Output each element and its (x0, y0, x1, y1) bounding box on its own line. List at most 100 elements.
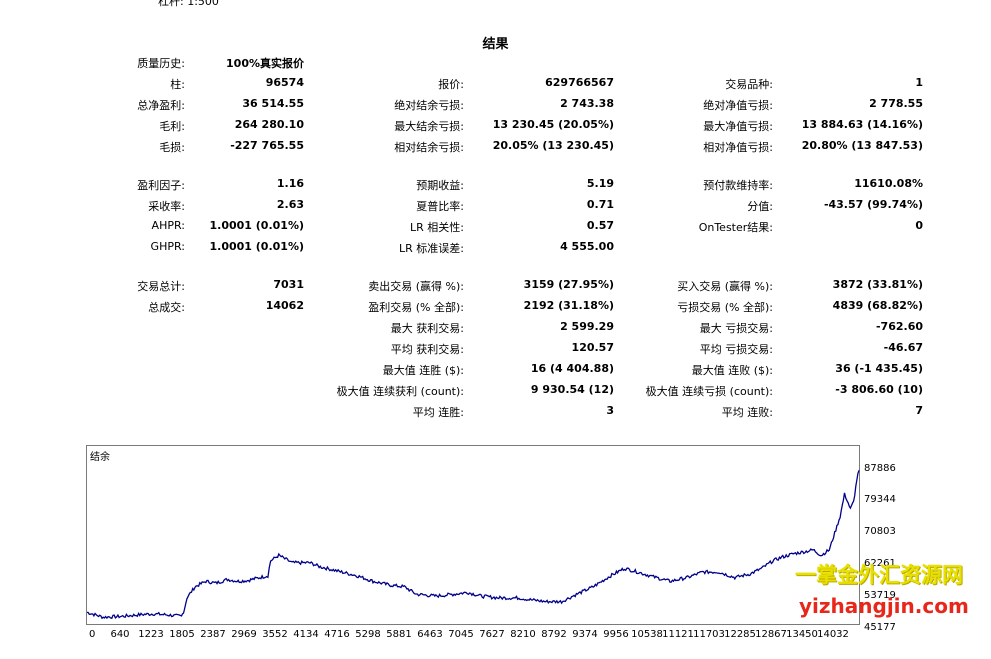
stat-value: 4839 (68.82%) (832, 299, 923, 312)
x-tick-label: 12285 (724, 629, 756, 640)
stat-label: OnTester结果: (698, 221, 773, 234)
stat-label: 亏损交易 (% 全部): (677, 301, 773, 314)
stat-value: 20.05% (13 230.45) (492, 139, 614, 152)
stat-value: 1.0001 (0.01%) (209, 240, 305, 253)
stat-label: LR 相关性: (410, 221, 464, 234)
stat-label: 买入交易 (赢得 %): (677, 280, 773, 293)
stat-label: 平均 连败: (721, 406, 773, 419)
stat-value: 13 884.63 (14.16%) (801, 118, 923, 131)
x-tick-label: 2969 (231, 629, 256, 640)
x-tick-label: 8792 (541, 629, 566, 640)
stat-value: -227 765.55 (230, 139, 304, 152)
x-tick-label: 13450 (786, 629, 818, 640)
stat-label: 预付款维持率: (703, 179, 773, 192)
stat-value: 3 (606, 404, 614, 417)
stat-value: 14062 (265, 299, 304, 312)
watermark-text: 一掌金外汇资源网 (795, 563, 963, 587)
stat-value: 4 555.00 (560, 240, 614, 253)
stat-label: 最大 获利交易: (390, 322, 464, 335)
y-tick-label: 45177 (864, 622, 896, 633)
stat-label: 交易品种: (725, 78, 773, 91)
y-tick-label: 79344 (864, 494, 896, 505)
x-tick-label: 4134 (293, 629, 318, 640)
stat-value: 264 280.10 (234, 118, 304, 131)
x-tick-label: 3552 (262, 629, 287, 640)
y-tick-label: 87886 (864, 463, 896, 474)
stat-value: -43.57 (99.74%) (823, 198, 923, 211)
stat-label: AHPR: (151, 219, 185, 232)
stat-value: 1.16 (276, 177, 304, 190)
stat-value: 120.57 (571, 341, 614, 354)
x-tick-label: 6463 (417, 629, 442, 640)
stat-label: 平均 获利交易: (390, 343, 464, 356)
stat-label: 极大值 连续亏损 (count): (645, 385, 773, 398)
stat-label: 最大净值亏损: (703, 120, 773, 133)
stat-label: 总净盈利: (137, 99, 185, 112)
stat-label: 分值: (747, 200, 773, 213)
stat-value: -46.67 (883, 341, 923, 354)
x-tick-label: 4716 (324, 629, 349, 640)
stat-label: 总成交: (148, 301, 185, 314)
results-title: 结果 (482, 37, 509, 52)
stat-label: 采收率: (148, 200, 185, 213)
stat-label: 毛损: (159, 141, 185, 154)
stat-label: 盈利因子: (137, 179, 185, 192)
stat-value: 36 514.55 (242, 97, 304, 110)
stat-value: 1.0001 (0.01%) (209, 219, 305, 232)
stat-label: 最大结余亏损: (394, 120, 464, 133)
stat-value: 1 (915, 76, 923, 89)
leverage-text: 杠杆: 1:500 (158, 0, 219, 8)
x-tick-label: 8210 (510, 629, 535, 640)
stat-value: 3872 (33.81%) (832, 278, 923, 291)
stat-value: -3 806.60 (10) (835, 383, 923, 396)
stat-label: 报价: (438, 78, 464, 91)
stat-label: 绝对净值亏损: (703, 99, 773, 112)
stat-label: GHPR: (150, 240, 185, 253)
stat-label: 质量历史: (137, 57, 185, 70)
stat-label: 极大值 连续获利 (count): (336, 385, 464, 398)
x-tick-label: 1223 (138, 629, 163, 640)
stat-value: 11610.08% (854, 177, 923, 190)
stat-value: 0 (915, 219, 923, 232)
stat-label: 卖出交易 (赢得 %): (368, 280, 464, 293)
stat-label: 平均 亏损交易: (699, 343, 773, 356)
stat-value: -762.60 (875, 320, 923, 333)
x-tick-label: 7045 (448, 629, 473, 640)
stat-label: 预期收益: (416, 179, 464, 192)
stat-value: 13 230.45 (20.05%) (492, 118, 614, 131)
stat-label: 柱: (170, 78, 185, 91)
stat-label: 最大值 连败 ($): (691, 364, 773, 377)
x-tick-label: 2387 (200, 629, 225, 640)
stat-value: 2 743.38 (560, 97, 614, 110)
stat-value: 16 (4 404.88) (530, 362, 614, 375)
balance-chart: 结余 (86, 445, 860, 625)
stat-value: 3159 (27.95%) (523, 278, 614, 291)
stat-value: 2.63 (276, 198, 304, 211)
x-tick-label: 5881 (386, 629, 411, 640)
x-tick-label: 14032 (817, 629, 849, 640)
stat-label: 交易总计: (137, 280, 185, 293)
stat-label: 相对净值亏损: (703, 141, 773, 154)
x-tick-label: 10538 (631, 629, 663, 640)
stat-value: 629766567 (545, 76, 614, 89)
stat-value: 2192 (31.18%) (523, 299, 614, 312)
stat-value: 2 778.55 (869, 97, 923, 110)
watermark-url: yizhangjin.com (799, 594, 969, 618)
chart-title: 结余 (90, 452, 110, 463)
x-tick-label: 9374 (572, 629, 597, 640)
stat-value: 5.19 (586, 177, 614, 190)
stat-label: 毛利: (159, 120, 185, 133)
stat-label: 最大值 连胜 ($): (382, 364, 464, 377)
x-tick-label: 12867 (755, 629, 787, 640)
stat-value: 7 (915, 404, 923, 417)
x-tick-label: 0 (89, 629, 95, 640)
stat-label: 绝对结余亏损: (394, 99, 464, 112)
x-tick-label: 11121 (662, 629, 694, 640)
y-tick-label: 70803 (864, 526, 896, 537)
x-tick-label: 5298 (355, 629, 380, 640)
stat-value: 36 (-1 435.45) (835, 362, 923, 375)
stat-label: 相对结余亏损: (394, 141, 464, 154)
stat-value: 2 599.29 (560, 320, 614, 333)
stat-label: 盈利交易 (% 全部): (368, 301, 464, 314)
stat-value: 9 930.54 (12) (530, 383, 614, 396)
